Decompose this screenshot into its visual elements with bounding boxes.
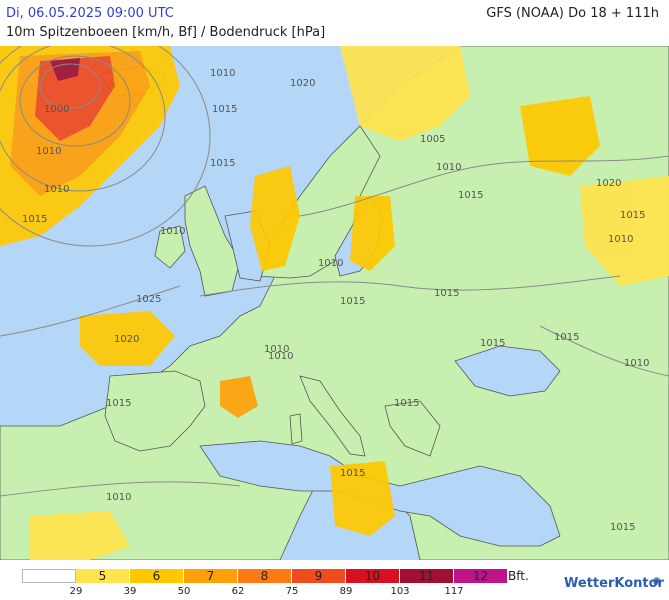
map-header: Di, 06.05.2025 09:00 UTC GFS (NOAA) Do 1…: [0, 0, 669, 46]
isobar-label: 1020: [596, 178, 622, 189]
legend-bft-cell: [22, 569, 76, 583]
isobar-label: 1015: [480, 338, 506, 349]
gust-shading-layer: [0, 46, 669, 560]
isobar-label: 1010: [210, 68, 236, 79]
isobar-label: 1020: [290, 78, 316, 89]
gust-area-biscay: [80, 311, 175, 366]
gust-area-east: [580, 176, 669, 286]
isobar-label: 1015: [210, 158, 236, 169]
legend-bft-cell: 11: [400, 569, 454, 583]
gust-area-baltic: [350, 196, 395, 271]
isobar-label: 1005: [420, 134, 446, 145]
isobar-label: 1010: [106, 492, 132, 503]
isobar-label: 1015: [620, 210, 646, 221]
isobar-label: 1015: [610, 522, 636, 533]
gust-area-north: [340, 46, 470, 141]
gust-area-gulf-of-lion: [220, 376, 258, 418]
isobar-1015-europe: [199, 275, 621, 297]
balkan-peninsula: [384, 400, 441, 457]
gust-area-north-africa: [330, 461, 395, 536]
gust-area-norway: [250, 166, 300, 271]
legend-bft-cell: 8: [238, 569, 292, 583]
legend-kmh-tick: 89: [339, 586, 353, 597]
isobar-label: 1015: [22, 214, 48, 225]
forecast-datetime: Di, 06.05.2025 09:00 UTC: [6, 6, 174, 21]
isobar-1010-south: [0, 481, 241, 497]
isobar-label: 1010: [436, 162, 462, 173]
gust-area-storm-core: [35, 56, 115, 141]
iberian-peninsula: [104, 370, 206, 452]
isobar-label: 1015: [212, 104, 238, 115]
isobar-label: 1015: [340, 468, 366, 479]
rays-icon: ✺: [652, 575, 662, 588]
legend-bft-cell: 5: [76, 569, 130, 583]
legend-kmh-tick: 62: [231, 586, 245, 597]
ireland: [154, 225, 186, 269]
legend-kmh-tick: 117: [444, 586, 464, 597]
sardinia: [289, 413, 303, 445]
legend-kmh-tick: 103: [390, 586, 410, 597]
black-sea: [454, 345, 561, 397]
legend-kmh-tick: 29: [69, 586, 83, 597]
isobar-1020-atlantic: [0, 285, 181, 337]
isobar-layer: [0, 46, 669, 497]
isobar-label: 1010: [318, 258, 344, 269]
isobar-label: 1000: [44, 104, 70, 115]
isobar-label: 1010: [264, 344, 290, 355]
isobar-label: 1020: [114, 334, 140, 345]
legend-kmh-ticks: 29 39 50 62 75 89 103 117: [22, 586, 542, 600]
isobar-label: 1015: [458, 190, 484, 201]
map-canvas: [0, 46, 669, 560]
gust-area-sw: [30, 511, 130, 560]
isobar-label: 1015: [394, 398, 420, 409]
italian-peninsula: [299, 375, 366, 457]
isobar-label: 1010: [608, 234, 634, 245]
legend-kmh-tick: 75: [285, 586, 299, 597]
isobar-low-1: [39, 63, 101, 109]
legend-bft-cell: 9: [292, 569, 346, 583]
map-subtitle: 10m Spitzenboeen [km/h, Bf] / Bodendruck…: [6, 25, 326, 40]
isobar-label: 1010: [624, 358, 650, 369]
legend-bft-cell: 10: [346, 569, 400, 583]
isobar-label: 1010: [36, 146, 62, 157]
legend-kmh-tick: 39: [123, 586, 137, 597]
isobar-1010-north: [299, 155, 669, 217]
isobar-low-2: [19, 55, 131, 147]
isobar-label: 1010: [268, 351, 294, 362]
isobar-label: 1010: [44, 184, 70, 195]
weather-map: 1020 1010 1000 1010 1015 1010 1015 1020 …: [0, 46, 669, 560]
legend-bft-cell: 7: [184, 569, 238, 583]
legend-bft-cell: 12: [454, 569, 508, 583]
gust-area-russia: [520, 96, 600, 176]
model-run-info: GFS (NOAA) Do 18 + 111h: [486, 6, 659, 21]
isobar-label: 1025: [136, 294, 162, 305]
isobar-low-4: [0, 46, 211, 247]
legend-kmh-tick: 50: [177, 586, 191, 597]
isobar-label: 1010: [160, 226, 186, 237]
isobar-label: 1015: [554, 332, 580, 343]
isobar-label: 1015: [340, 296, 366, 307]
legend-unit: Bft.: [508, 569, 529, 583]
isobar-label: 1015: [434, 288, 460, 299]
legend-bft-cell: 6: [130, 569, 184, 583]
brand-logo[interactable]: WetterKontor: [564, 576, 664, 591]
gust-legend: 5 6 7 8 9 10 11 12: [22, 569, 508, 583]
isobar-1015-east: [539, 325, 669, 377]
isobar-label: 1015: [106, 398, 132, 409]
isobar-low-3: [0, 46, 166, 192]
